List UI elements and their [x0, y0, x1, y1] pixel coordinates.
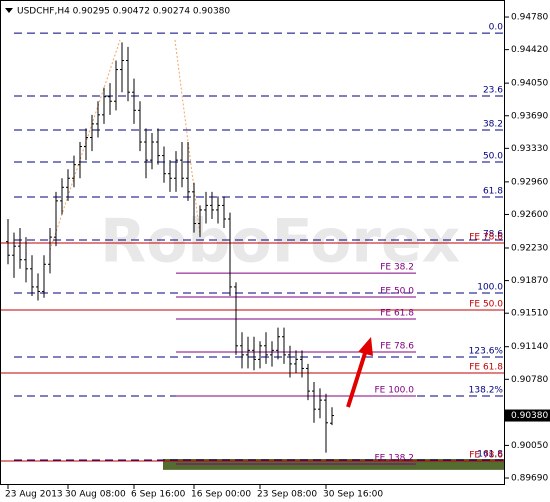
y-tick-label: 0.91870: [511, 276, 548, 286]
level-label: FE 78.6: [469, 450, 503, 460]
arrow: [346, 349, 368, 408]
y-tick-label: 0.90050: [511, 441, 548, 451]
level-label: 61.8: [483, 186, 503, 196]
y-tick-label: 0.93690: [511, 111, 548, 121]
level-label: 100.0: [477, 282, 503, 292]
x-tick-label: 23 Aug 2013: [5, 490, 63, 500]
y-tick-label: 0.91140: [511, 342, 548, 352]
trend-line: [49, 39, 121, 251]
legend-icon: [5, 8, 13, 13]
y-tick-label: 0.94050: [511, 79, 548, 89]
level-label: FE 78.6: [380, 342, 414, 352]
x-tick-label: 6 Sep 16:00: [131, 490, 186, 500]
level-label: 138.2%: [469, 386, 504, 396]
x-tick-label: 16 Sep 00:00: [191, 490, 251, 500]
level-label: 0.0: [489, 23, 504, 33]
x-tick-label: 23 Sep 08:00: [257, 490, 317, 500]
x-tick-label: 30 Sep 16:00: [323, 490, 383, 500]
level-label: FE 50.0: [380, 286, 414, 296]
trend-line: [174, 39, 201, 236]
level-label: 161.8: [477, 449, 503, 459]
y-tick-label: 0.93330: [511, 144, 548, 154]
y-tick-label: 0.94420: [511, 45, 548, 55]
last-price-label: 0.90380: [511, 411, 548, 421]
y-tick-label: 0.91510: [511, 309, 548, 319]
chart-title: USDCHF,H4 0.90295 0.90472 0.90274 0.9038…: [17, 7, 230, 17]
arrow-head: [358, 337, 373, 356]
level-label: 123.6%: [469, 347, 504, 357]
y-tick-label: 0.92960: [511, 177, 548, 187]
y-tick-label: 0.94780: [511, 13, 548, 23]
last-price-box: [505, 409, 550, 422]
level-label: FE 61.8: [469, 363, 503, 373]
level-label: FE 100.0: [375, 386, 415, 396]
level-label: 38.2: [483, 120, 503, 130]
y-tick-label: 0.89690: [511, 474, 548, 484]
plot: 0.0 23.6 38.2 50.0 61.8 78.6 100.0 123.6% 138.2%…: [0, 23, 505, 470]
level-label: 23.6: [483, 86, 503, 96]
watermark: RoboForex: [100, 207, 460, 277]
level-label: 78.6: [483, 230, 503, 240]
plot-frame: [0, 0, 505, 485]
y-tick-label: 0.92600: [511, 210, 548, 220]
level-label: FE 78.6: [469, 233, 503, 243]
level-label: FE 61.8: [380, 308, 414, 318]
level-label: FE 50.0: [469, 300, 503, 310]
y-tick-label: 0.90780: [511, 375, 548, 385]
level-label: FE 138.2: [375, 453, 415, 463]
x-tick-label: 30 Aug 08:00: [65, 490, 126, 500]
y-tick-label: 0.92230: [511, 243, 548, 253]
level-label: FE 38.2: [380, 263, 414, 273]
level-label: 50.0: [483, 152, 503, 162]
